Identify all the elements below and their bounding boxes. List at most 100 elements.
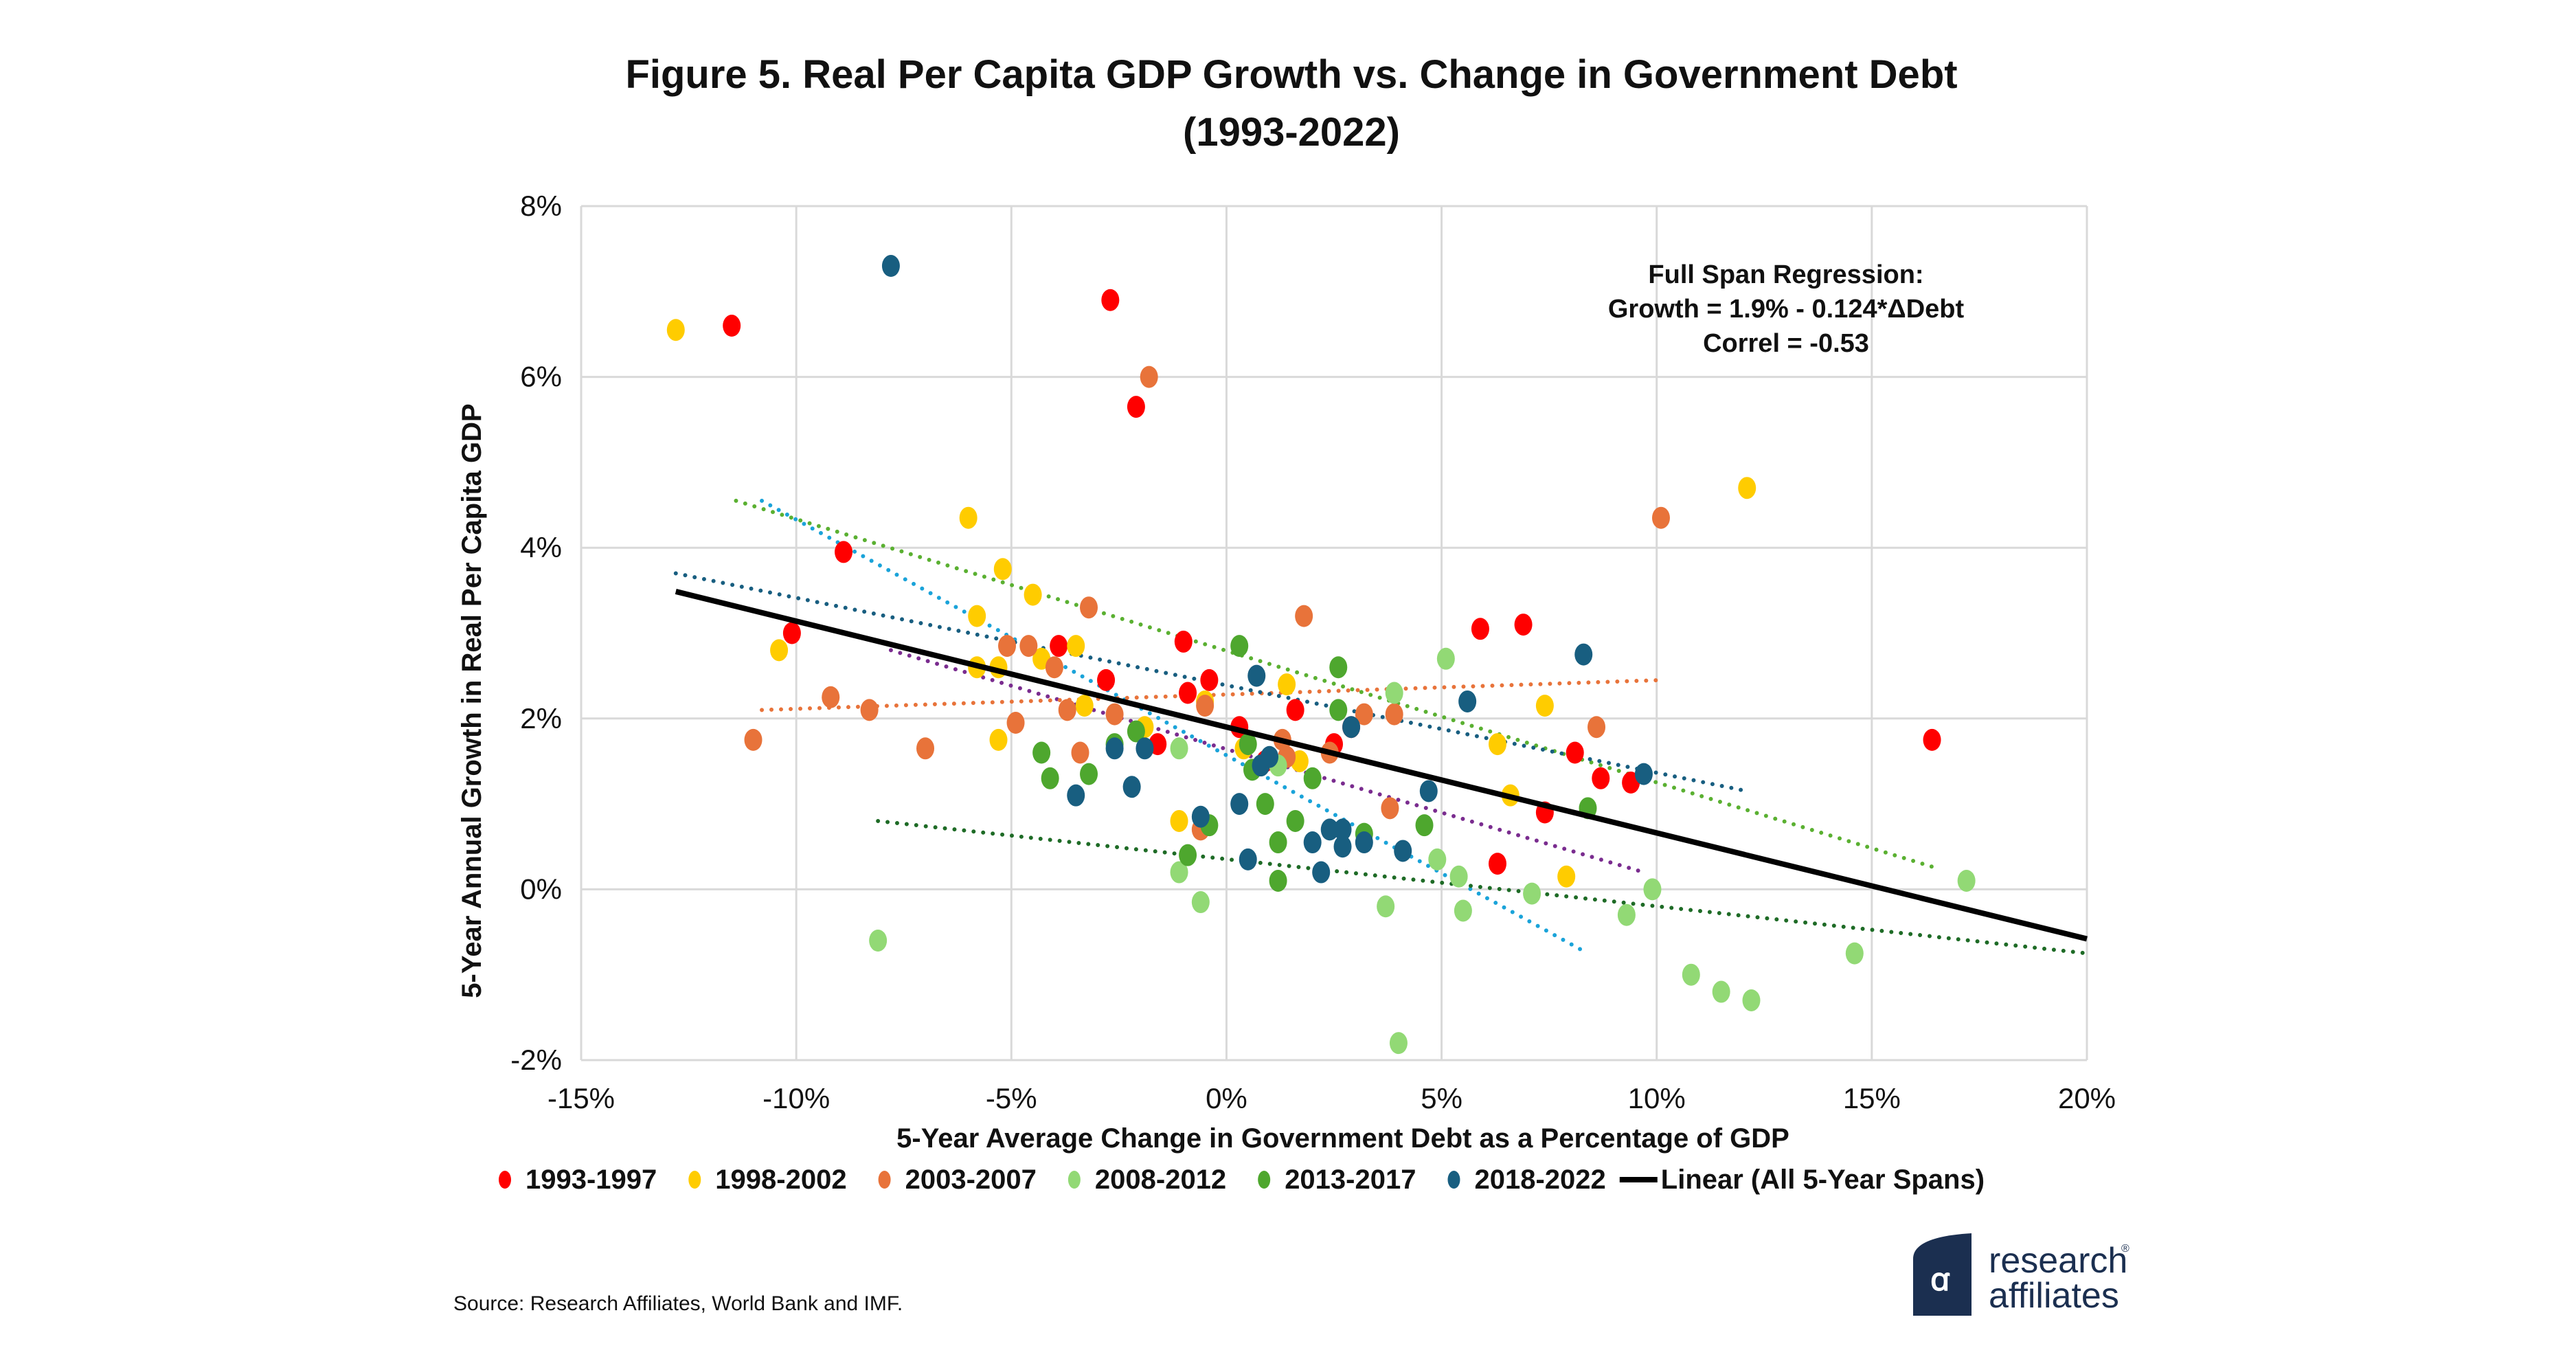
data-point-2018-2022 (1320, 818, 1339, 841)
x-tick-label: 10% (1628, 1082, 1686, 1114)
data-point-2018-2022 (1261, 745, 1279, 768)
y-tick-label: 6% (520, 361, 562, 393)
data-point-2018-2022 (1458, 690, 1477, 712)
data-point-1998-2002 (770, 639, 789, 662)
data-point-2018-2022 (1191, 805, 1210, 828)
y-tick-label: 0% (520, 873, 562, 905)
x-tick-label: 20% (2058, 1082, 2116, 1114)
data-point-1998-2002 (959, 506, 978, 529)
data-point-2018-2022 (881, 255, 900, 278)
data-point-2018-2022 (1303, 831, 1322, 854)
data-point-2013-2017 (1256, 793, 1274, 816)
data-point-1998-2002 (1535, 695, 1554, 717)
data-point-2003-2007 (998, 635, 1017, 658)
chart-subtitle: (1993-2022) (1183, 110, 1400, 155)
data-point-1993-1997 (835, 541, 853, 563)
data-point-2013-2017 (1303, 767, 1322, 789)
data-point-2008-2012 (1617, 903, 1636, 926)
data-point-2013-2017 (1269, 831, 1287, 854)
trend-line-1998-2002 (760, 498, 1590, 956)
data-point-2003-2007 (1588, 716, 1606, 739)
logo-text-research: research (1989, 1241, 2127, 1281)
data-point-2008-2012 (1845, 942, 1864, 965)
data-point-2008-2012 (1389, 1032, 1408, 1055)
data-point-1993-1997 (1286, 699, 1304, 721)
data-point-2008-2012 (1712, 980, 1730, 1003)
logo-registered-mark: ® (2121, 1243, 2129, 1255)
data-point-2008-2012 (1170, 861, 1188, 884)
x-tick-label: -5% (986, 1082, 1037, 1114)
data-point-2003-2007 (1105, 703, 1124, 726)
data-point-2008-2012 (1742, 989, 1761, 1011)
data-point-2018-2022 (1247, 664, 1266, 687)
legend-label: 2013-2017 (1285, 1165, 1416, 1195)
data-point-2008-2012 (1643, 878, 1662, 901)
data-point-2008-2012 (1436, 647, 1455, 670)
legend-marker-2018-2022 (1447, 1171, 1460, 1189)
annotation-line-1: Full Span Regression: (1648, 260, 1923, 289)
data-point-2013-2017 (1286, 809, 1304, 832)
x-tick-label: 5% (1421, 1082, 1462, 1114)
data-point-2003-2007 (860, 699, 879, 721)
data-point-1998-2002 (1278, 673, 1296, 696)
data-point-2003-2007 (822, 686, 840, 708)
data-point-2008-2012 (1428, 848, 1447, 870)
data-point-2008-2012 (1523, 882, 1541, 905)
data-point-1993-1997 (1471, 618, 1489, 640)
data-point-2018-2022 (1355, 831, 1373, 854)
x-axis-label: 5-Year Average Change in Government Debt… (896, 1123, 1789, 1154)
data-point-1998-2002 (1738, 477, 1756, 499)
legend-marker-2003-2007 (878, 1171, 891, 1189)
data-point-1993-1997 (1488, 853, 1506, 875)
chart-title: Figure 5. Real Per Capita GDP Growth vs.… (625, 52, 1957, 97)
x-tick-label: 15% (1843, 1082, 1901, 1114)
x-tick-label: -15% (547, 1082, 615, 1114)
data-point-2013-2017 (1230, 635, 1249, 658)
x-axis-ticks: -15% -10% -5% 0% 5% 10% 15% 20% (547, 1082, 2116, 1114)
data-point-2018-2022 (1230, 793, 1249, 816)
data-point-1998-2002 (989, 728, 1008, 751)
data-point-1998-2002 (1488, 733, 1506, 756)
legend-marker-2013-2017 (1258, 1171, 1271, 1189)
legend-marker-2008-2012 (1067, 1171, 1081, 1189)
trend-line-2013-2017 (734, 498, 1939, 870)
data-point-2003-2007 (1385, 703, 1403, 726)
source-note: Source: Research Affiliates, World Bank … (453, 1292, 903, 1315)
data-point-2003-2007 (1080, 596, 1098, 619)
data-point-1993-1997 (1923, 728, 1941, 751)
data-point-1998-2002 (1067, 635, 1085, 658)
data-point-2013-2017 (1080, 763, 1098, 785)
data-point-2013-2017 (1329, 699, 1348, 721)
data-point-2003-2007 (1058, 699, 1076, 721)
annotation-line-3: Correl = -0.53 (1703, 329, 1869, 358)
y-tick-label: 8% (520, 190, 562, 222)
data-point-2003-2007 (1006, 712, 1025, 734)
data-point-2003-2007 (1140, 366, 1158, 388)
data-point-2003-2007 (1045, 656, 1063, 679)
data-point-2018-2022 (1067, 784, 1085, 807)
linear-fit (675, 589, 2088, 942)
data-point-1993-1997 (1174, 630, 1193, 653)
gridlines (580, 205, 2088, 1061)
data-point-2008-2012 (1454, 899, 1472, 922)
data-point-2013-2017 (1329, 656, 1348, 679)
data-point-2008-2012 (1957, 869, 1976, 892)
data-point-1993-1997 (1127, 396, 1145, 418)
data-point-2018-2022 (1333, 835, 1352, 858)
regression-annotation: Full Span Regression: Growth = 1.9% - 0.… (1608, 260, 1965, 358)
linear-fit-line (675, 589, 2088, 942)
data-point-2018-2022 (1634, 763, 1653, 785)
data-point-2018-2022 (1105, 737, 1124, 760)
legend-marker-1993-1997 (499, 1171, 511, 1189)
data-point-2018-2022 (1239, 848, 1257, 870)
data-point-1998-2002 (1557, 865, 1576, 888)
data-point-1998-2002 (993, 558, 1012, 581)
y-axis-ticks: -2% 0% 2% 4% 6% 8% (510, 190, 562, 1076)
legend-label: 2018-2022 (1474, 1165, 1605, 1195)
data-point-1998-2002 (666, 319, 685, 341)
data-point-1998-2002 (1170, 809, 1188, 832)
data-point-2008-2012 (1449, 865, 1468, 888)
x-tick-label: 0% (1206, 1082, 1247, 1114)
data-point-1998-2002 (1024, 583, 1042, 606)
data-point-2018-2022 (1333, 818, 1352, 841)
